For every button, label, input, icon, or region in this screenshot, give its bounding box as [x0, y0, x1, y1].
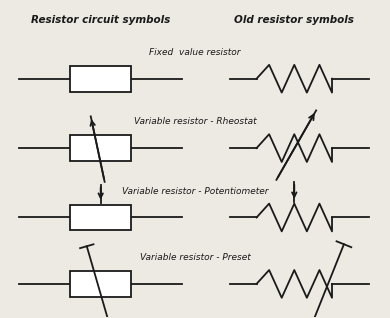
- Bar: [70, 271, 131, 297]
- Text: Variable resistor - Potentiometer: Variable resistor - Potentiometer: [122, 187, 268, 196]
- Text: Fixed  value resistor: Fixed value resistor: [149, 48, 241, 57]
- Bar: [70, 204, 131, 230]
- Text: Variable resistor - Preset: Variable resistor - Preset: [140, 253, 250, 262]
- Text: Variable resistor - Rheostat: Variable resistor - Rheostat: [134, 117, 256, 126]
- Bar: [70, 66, 131, 92]
- Text: Resistor circuit symbols: Resistor circuit symbols: [31, 15, 170, 25]
- Text: Old resistor symbols: Old resistor symbols: [234, 15, 354, 25]
- Bar: [70, 135, 131, 161]
